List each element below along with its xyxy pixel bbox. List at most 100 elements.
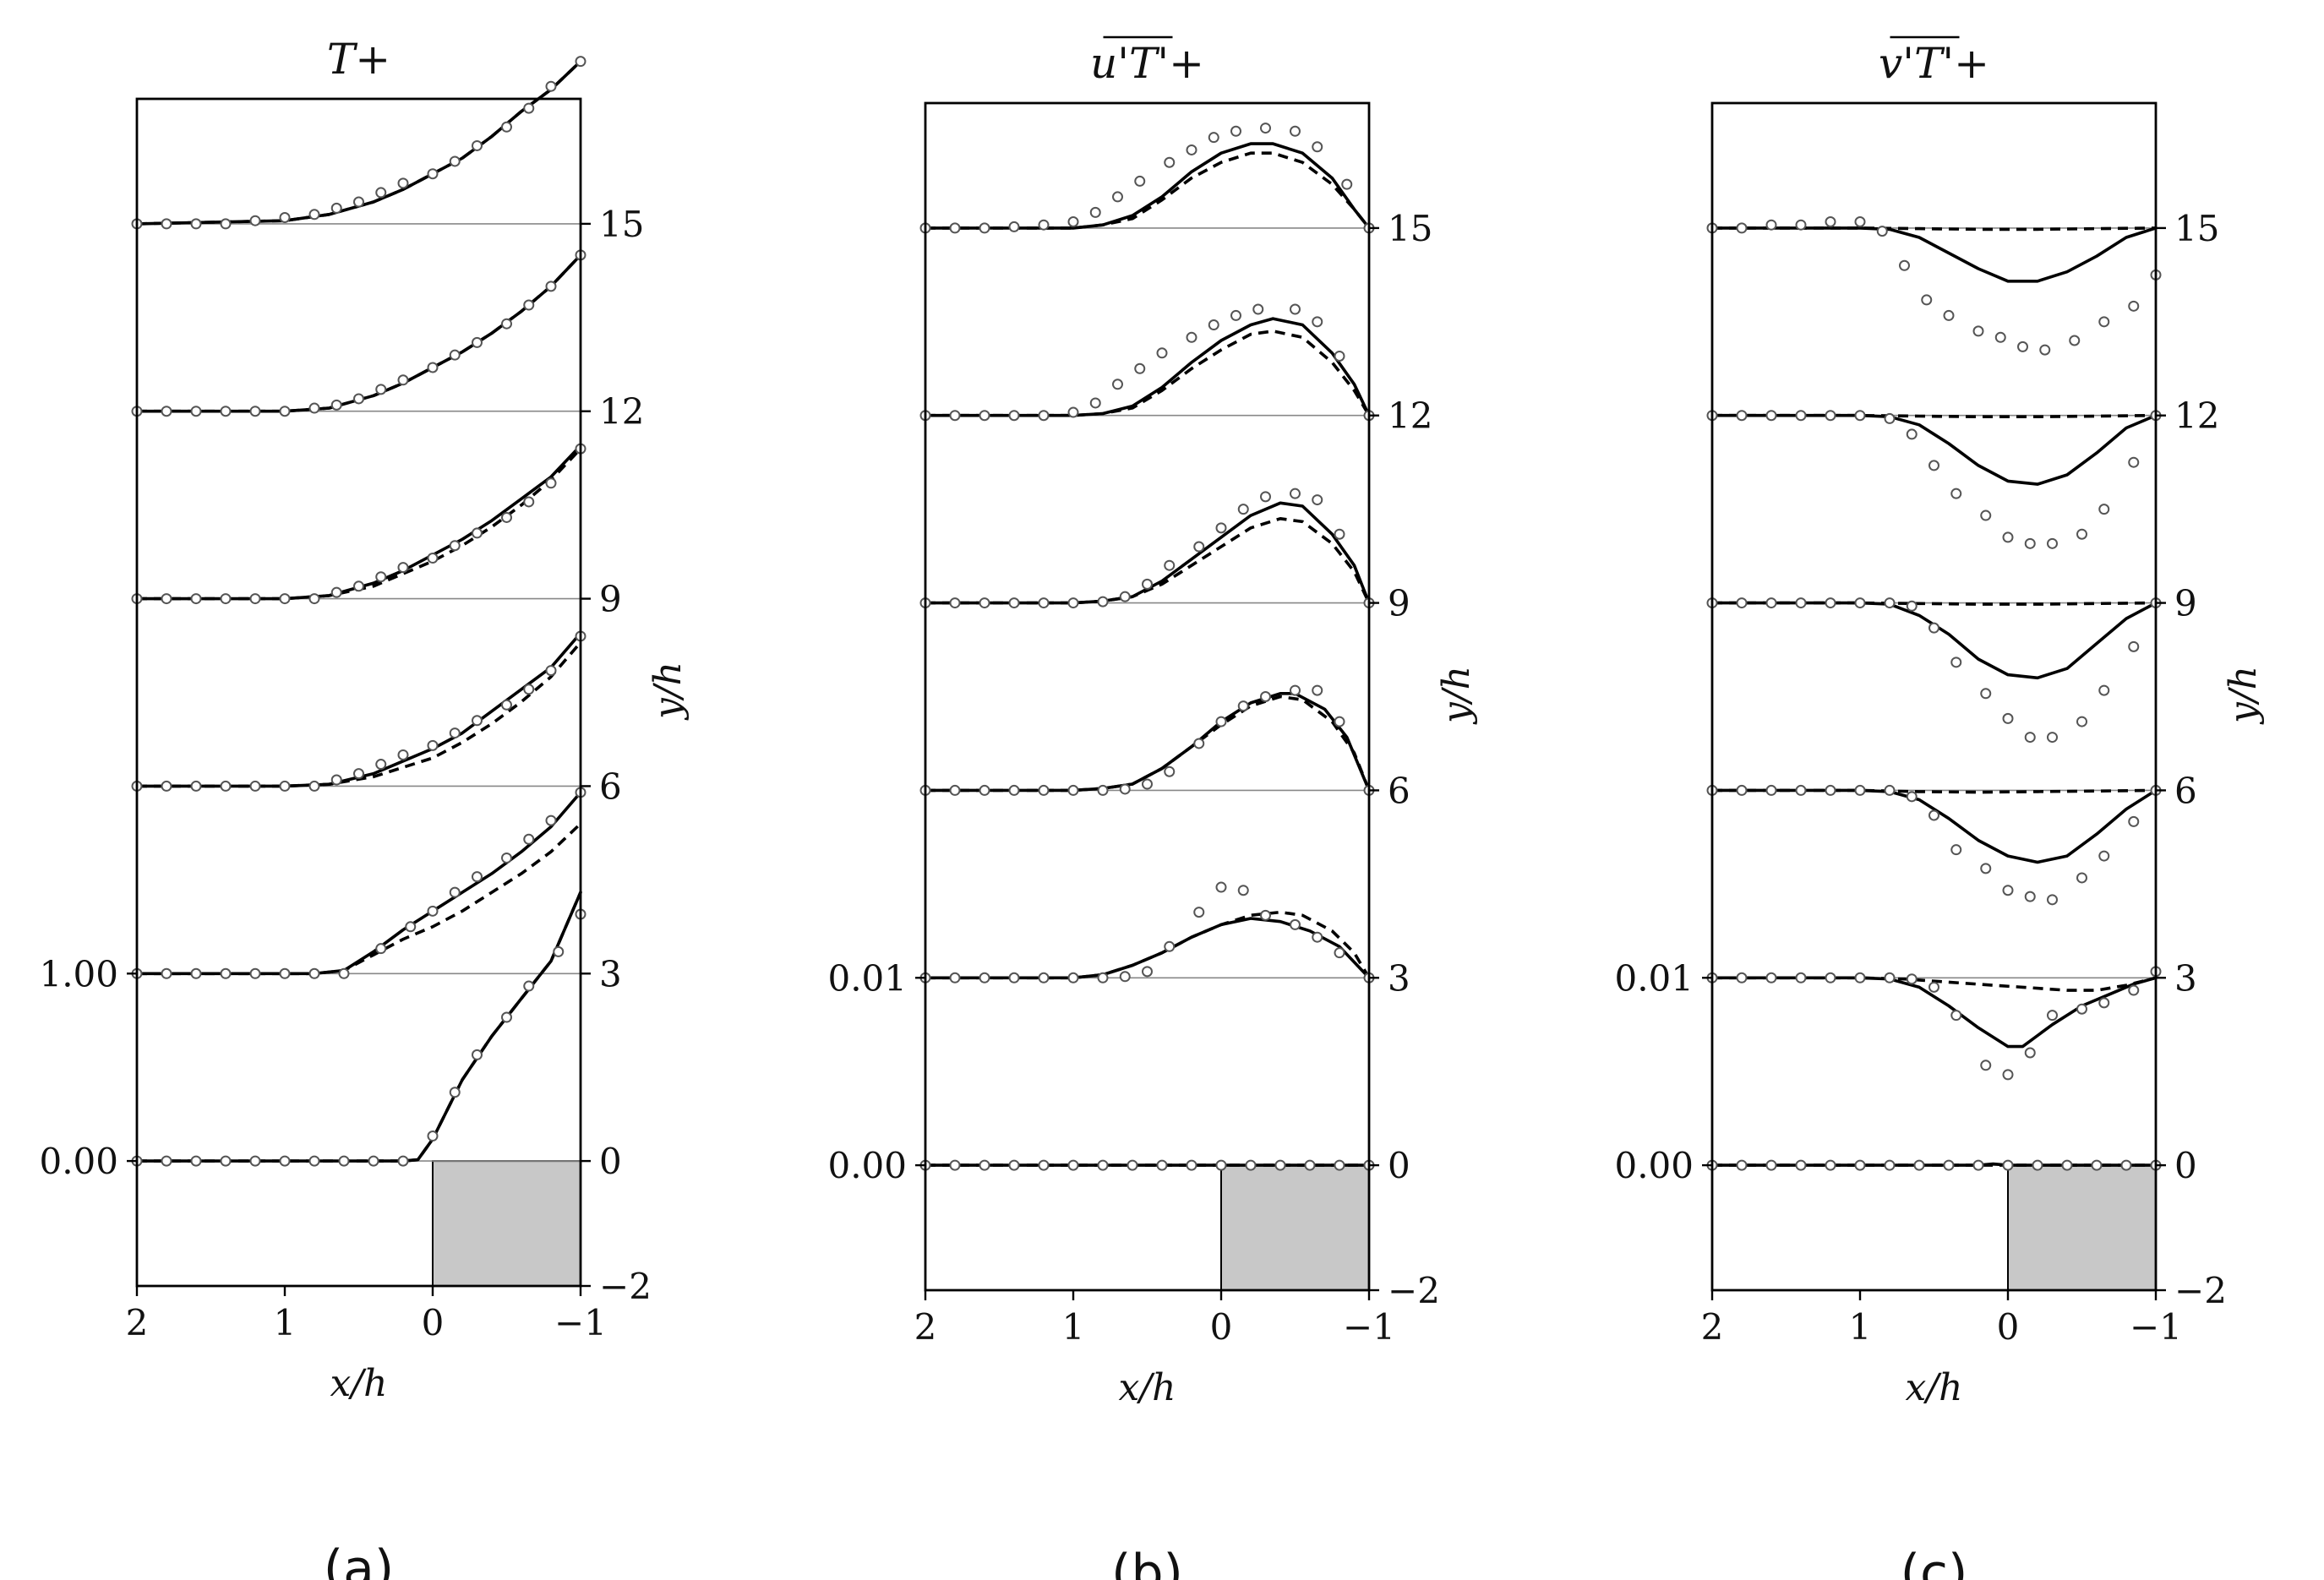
p2-marker-p0-10 xyxy=(2002,1159,2014,1171)
p0-marker-p2-7 xyxy=(330,774,342,786)
p0-marker-p1-5 xyxy=(279,967,291,979)
p1-marker-p5-1 xyxy=(949,222,961,234)
p0-marker-p2-4 xyxy=(249,780,261,792)
p0-marker-p5-4 xyxy=(249,215,261,226)
p1-y-tick-label-1: 0 xyxy=(1388,1145,1410,1186)
p2-marker-p4-14 xyxy=(2076,528,2087,540)
p1-marker-p2-4 xyxy=(1038,784,1050,796)
panel-c: 2 1 0 −1 x/h −2 0 3 6 9 12 15 y/h 0.00 0.01 v'T'+ (c) xyxy=(1614,35,2265,1580)
p1-marker-p4-11 xyxy=(1208,319,1219,331)
p2-marker-p4-4 xyxy=(1825,410,1836,422)
p2-marker-p3-5 xyxy=(1854,597,1866,609)
p2-marker-p2-12 xyxy=(2024,891,2036,902)
p0-marker-p5-6 xyxy=(308,209,320,221)
p2-marker-p3-11 xyxy=(2002,712,2014,724)
p0-panel-title: T+ xyxy=(327,35,390,84)
panel-b: 2 1 0 −1 x/h −2 0 3 6 9 12 15 y/h 0.00 0.01 u'T'+ (b) xyxy=(827,35,1478,1580)
p2-marker-p2-1 xyxy=(1736,784,1748,796)
p2-marker-p1-4 xyxy=(1825,972,1836,983)
p1-marker-p3-13 xyxy=(1260,491,1271,503)
p0-marker-p5-9 xyxy=(375,187,387,199)
p2-marker-p3-14 xyxy=(2076,716,2087,727)
p2-marker-p4-6 xyxy=(1884,412,1896,424)
p2-marker-p3-8 xyxy=(1928,622,1939,634)
p1-marker-p2-2 xyxy=(979,784,990,796)
p1-marker-p4-15 xyxy=(1312,316,1323,328)
p2-marker-p2-9 xyxy=(1950,844,1962,856)
p2-x-tick-label-1: 1 xyxy=(1849,1306,1872,1348)
p1-marker-p2-12 xyxy=(1237,700,1249,712)
p0-x-axis-title: x/h xyxy=(330,1362,388,1405)
p0-x-tick-label-2: 0 xyxy=(422,1302,445,1343)
p0-x-tick-label-3: −1 xyxy=(554,1302,607,1343)
p0-x-tick-label-1: 1 xyxy=(274,1302,297,1343)
p0-marker-p4-11 xyxy=(427,362,439,373)
p1-x-tick-label-1: 1 xyxy=(1062,1306,1085,1348)
p0-marker-p5-11 xyxy=(427,168,439,180)
p1-marker-p2-5 xyxy=(1067,784,1079,796)
p1-marker-p4-10 xyxy=(1186,331,1197,343)
p0-marker-p4-16 xyxy=(545,281,557,292)
p1-marker-p0-10 xyxy=(1215,1159,1227,1171)
p1-marker-p2-10 xyxy=(1193,738,1205,749)
p0-marker-p4-14 xyxy=(501,318,512,330)
p2-marker-p5-16 xyxy=(2128,300,2140,312)
p1-x-tick-label-2: 0 xyxy=(1210,1306,1233,1348)
p1-marker-p5-15 xyxy=(1312,141,1323,153)
p1-marker-p0-7 xyxy=(1127,1159,1138,1171)
p0-marker-p5-1 xyxy=(161,218,172,230)
p0-marker-p2-15 xyxy=(523,684,535,695)
p1-marker-p1-2 xyxy=(979,972,990,983)
p2-marker-p0-3 xyxy=(1795,1159,1807,1171)
p2-dashed-line-p1 xyxy=(1712,976,2157,992)
p1-marker-p4-14 xyxy=(1290,303,1301,315)
p0-marker-p4-2 xyxy=(190,406,202,417)
p1-marker-p1-4 xyxy=(1038,972,1050,983)
p2-marker-p3-2 xyxy=(1765,597,1777,609)
p1-marker-p0-13 xyxy=(1304,1159,1316,1171)
p0-marker-p1-7 xyxy=(338,967,350,979)
p0-marker-p3-14 xyxy=(501,511,512,523)
p2-marker-p5-7 xyxy=(1899,259,1910,271)
p2-y-tick-label-6: 15 xyxy=(2174,208,2219,249)
p2-marker-p1-1 xyxy=(1736,972,1748,983)
p1-marker-p1-14 xyxy=(1290,918,1301,930)
p1-marker-p1-7 xyxy=(1119,971,1131,983)
p2-y-tick-label-3: 6 xyxy=(2174,770,2197,811)
p1-marker-p2-3 xyxy=(1008,784,1020,796)
p0-marker-p2-3 xyxy=(220,780,232,792)
p0-marker-p4-9 xyxy=(375,384,387,395)
p2-marker-p2-4 xyxy=(1825,784,1836,796)
p1-marker-p5-10 xyxy=(1186,144,1197,155)
p2-marker-p1-14 xyxy=(2076,1003,2087,1015)
p0-left-tick-label-1: 1.00 xyxy=(39,953,118,994)
p0-marker-p3-11 xyxy=(427,553,439,564)
p2-marker-p2-2 xyxy=(1765,784,1777,796)
p0-marker-p0-6 xyxy=(308,1155,320,1167)
p2-marker-p2-11 xyxy=(2002,885,2014,896)
p2-marker-p5-12 xyxy=(2017,341,2028,352)
p2-x-axis-title: x/h xyxy=(1906,1366,1963,1409)
p1-marker-p1-13 xyxy=(1260,909,1271,921)
p0-marker-p0-15 xyxy=(553,945,565,957)
p2-marker-p5-8 xyxy=(1921,294,1933,306)
p1-x-tick-label-3: −1 xyxy=(1343,1306,1395,1348)
p0-marker-p3-3 xyxy=(220,593,232,605)
p2-marker-p1-8 xyxy=(1928,981,1939,993)
p0-y-tick-label-2: 3 xyxy=(599,953,622,994)
p1-marker-p3-1 xyxy=(949,597,961,609)
p0-solid-line-p0 xyxy=(135,891,582,1163)
p0-marker-p3-15 xyxy=(523,496,535,508)
p0-dashed-line-p4 xyxy=(137,253,582,413)
p2-marker-p4-8 xyxy=(1928,460,1939,471)
p2-marker-p2-14 xyxy=(2076,872,2087,884)
p2-marker-p5-10 xyxy=(1972,325,1984,337)
p1-marker-p3-16 xyxy=(1334,528,1345,540)
p2-marker-p1-10 xyxy=(1980,1060,1992,1071)
p2-marker-p5-4 xyxy=(1825,216,1836,227)
p1-marker-p5-11 xyxy=(1208,132,1219,144)
p1-marker-p3-15 xyxy=(1312,494,1323,506)
p1-marker-p2-14 xyxy=(1290,684,1301,696)
p1-marker-p0-4 xyxy=(1038,1159,1050,1171)
p1-y-axis-title: y/h xyxy=(1435,666,1478,725)
